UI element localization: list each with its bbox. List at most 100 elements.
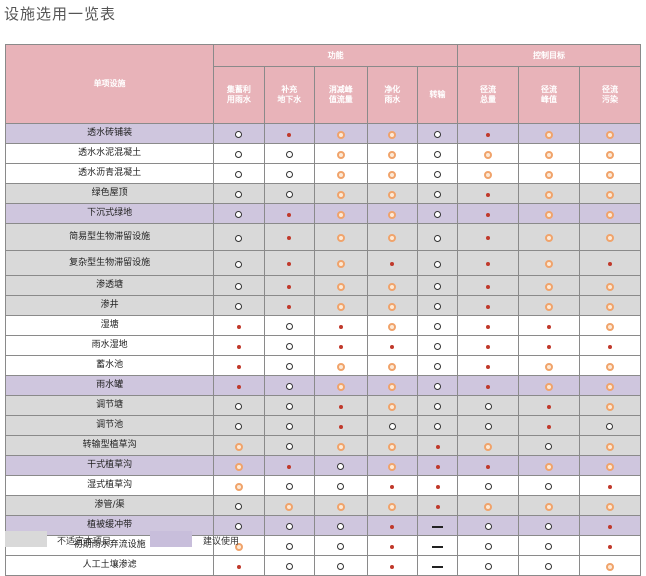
table-row: 蓄水池 bbox=[4, 355, 642, 376]
circle-icon bbox=[235, 171, 243, 178]
circle-icon bbox=[484, 523, 492, 530]
table-cell bbox=[457, 515, 519, 536]
table-cell bbox=[457, 455, 519, 476]
table-cell bbox=[417, 335, 459, 356]
facility-name: 渗透塘 bbox=[4, 275, 215, 296]
circle-icon bbox=[434, 303, 442, 310]
table-row: 简易型生物滞留设施 bbox=[4, 223, 642, 251]
dot-icon bbox=[486, 284, 491, 289]
table-cell bbox=[578, 203, 642, 224]
ring-icon bbox=[336, 362, 345, 371]
dot-icon bbox=[390, 344, 395, 349]
dot-icon bbox=[236, 364, 241, 369]
table-cell bbox=[263, 555, 316, 576]
ring-icon bbox=[484, 170, 493, 179]
circle-icon bbox=[484, 403, 492, 410]
table-cell bbox=[457, 475, 519, 496]
table-cell bbox=[314, 375, 368, 396]
circle-icon bbox=[434, 260, 442, 268]
table-cell bbox=[578, 415, 642, 436]
column-header-line: 雨水 bbox=[384, 95, 401, 104]
ring-icon bbox=[605, 234, 614, 242]
table-cell bbox=[417, 495, 459, 516]
dot-icon bbox=[435, 484, 440, 489]
table-cell bbox=[578, 123, 642, 144]
table-cell bbox=[263, 475, 316, 496]
table-cell bbox=[578, 495, 642, 516]
dot-icon bbox=[486, 344, 491, 349]
circle-icon bbox=[285, 323, 293, 330]
dot-icon bbox=[338, 324, 343, 329]
table-cell bbox=[314, 223, 368, 251]
circle-icon bbox=[285, 543, 293, 550]
table-cell bbox=[213, 143, 265, 164]
table-cell bbox=[457, 395, 519, 416]
ring-icon bbox=[544, 130, 553, 139]
dot-icon bbox=[546, 324, 551, 329]
item-column-header: 单项设施 bbox=[4, 44, 215, 124]
column-header-line: 总量 bbox=[480, 95, 497, 104]
table-cell bbox=[518, 435, 580, 456]
ring-icon bbox=[544, 302, 553, 311]
ring-icon bbox=[544, 150, 553, 159]
column-header-line: 用雨水 bbox=[226, 95, 251, 104]
table-cell bbox=[366, 203, 419, 224]
dot-icon bbox=[546, 344, 551, 349]
group-header-control-target: 控制目标 bbox=[457, 44, 641, 67]
circle-icon bbox=[285, 363, 293, 370]
circle-icon bbox=[484, 483, 492, 490]
table-cell bbox=[417, 455, 459, 476]
table-cell bbox=[518, 415, 580, 436]
table-cell bbox=[457, 555, 519, 576]
circle-icon bbox=[235, 211, 243, 218]
circle-icon bbox=[434, 383, 442, 390]
dash-icon bbox=[432, 545, 444, 548]
circle-icon bbox=[285, 151, 293, 158]
table-cell bbox=[417, 250, 459, 276]
table-cell bbox=[263, 275, 316, 296]
table-cell bbox=[578, 455, 642, 476]
table-cell bbox=[457, 250, 519, 276]
column-header-6: 径流 总量 bbox=[457, 66, 519, 124]
table-cell bbox=[518, 223, 580, 251]
table-cell bbox=[457, 315, 519, 336]
table-cell bbox=[366, 250, 419, 276]
table-cell bbox=[578, 183, 642, 204]
table-row: 干式植草沟 bbox=[4, 455, 642, 476]
circle-icon bbox=[434, 403, 442, 410]
table-cell bbox=[518, 143, 580, 164]
dot-icon bbox=[435, 464, 440, 469]
circle-icon bbox=[235, 191, 243, 198]
ring-icon bbox=[605, 322, 614, 331]
table-cell bbox=[263, 355, 316, 376]
column-header-2: 补充 地下水 bbox=[263, 66, 316, 124]
circle-icon bbox=[434, 151, 442, 158]
table-cell bbox=[417, 183, 459, 204]
table-cell bbox=[213, 315, 265, 336]
table-cell bbox=[213, 163, 265, 184]
ring-icon bbox=[605, 382, 614, 391]
ring-icon bbox=[234, 482, 243, 491]
ring-icon bbox=[388, 362, 397, 371]
table-cell bbox=[417, 435, 459, 456]
table-cell bbox=[518, 475, 580, 496]
column-header-line: 值流量 bbox=[328, 95, 353, 104]
ring-icon bbox=[544, 502, 553, 511]
table-cell bbox=[314, 143, 368, 164]
facility-name: 简易型生物滞留设施 bbox=[4, 223, 215, 251]
ring-icon bbox=[336, 130, 345, 139]
legend-label-not-suitable: 不适宜本项目 bbox=[57, 537, 112, 547]
dot-icon bbox=[435, 444, 440, 449]
dot-icon bbox=[546, 404, 551, 409]
column-header-1: 集蓄利 用雨水 bbox=[213, 66, 265, 124]
table-cell bbox=[457, 295, 519, 316]
ring-icon bbox=[336, 442, 345, 451]
table-cell bbox=[213, 275, 265, 296]
ring-icon bbox=[605, 442, 614, 451]
table-cell bbox=[578, 515, 642, 536]
dot-icon bbox=[236, 564, 241, 569]
table-cell bbox=[263, 435, 316, 456]
table-cell bbox=[263, 495, 316, 516]
table-cell bbox=[457, 123, 519, 144]
circle-icon bbox=[545, 543, 553, 550]
